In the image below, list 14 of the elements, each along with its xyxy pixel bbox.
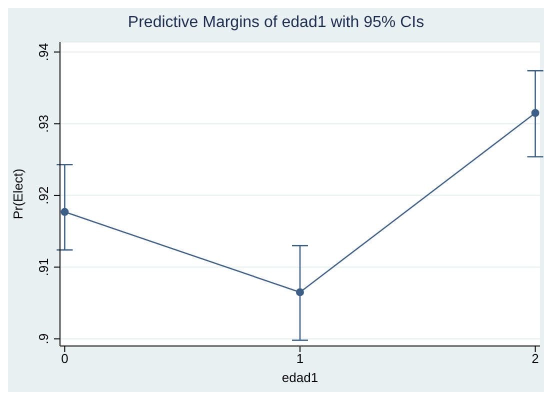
y-tick-label: .92 xyxy=(36,186,51,204)
point xyxy=(296,288,304,296)
y-axis-title: Pr(Elect) xyxy=(10,168,26,220)
y-tick-label: .94 xyxy=(36,43,51,62)
x-tick-label: 0 xyxy=(61,351,68,366)
point xyxy=(60,208,69,216)
x-tick-label: 2 xyxy=(532,351,539,366)
x-tick-label: 1 xyxy=(296,351,304,366)
chart-title: Predictive Margins of edad1 with 95% CIs xyxy=(126,14,426,32)
point xyxy=(531,108,540,117)
y-tick-label: .91 xyxy=(36,258,51,276)
y-tick-label: .9 xyxy=(36,333,51,344)
x-axis-title: edad1 xyxy=(282,370,318,385)
y-tick-label: .93 xyxy=(36,114,51,133)
